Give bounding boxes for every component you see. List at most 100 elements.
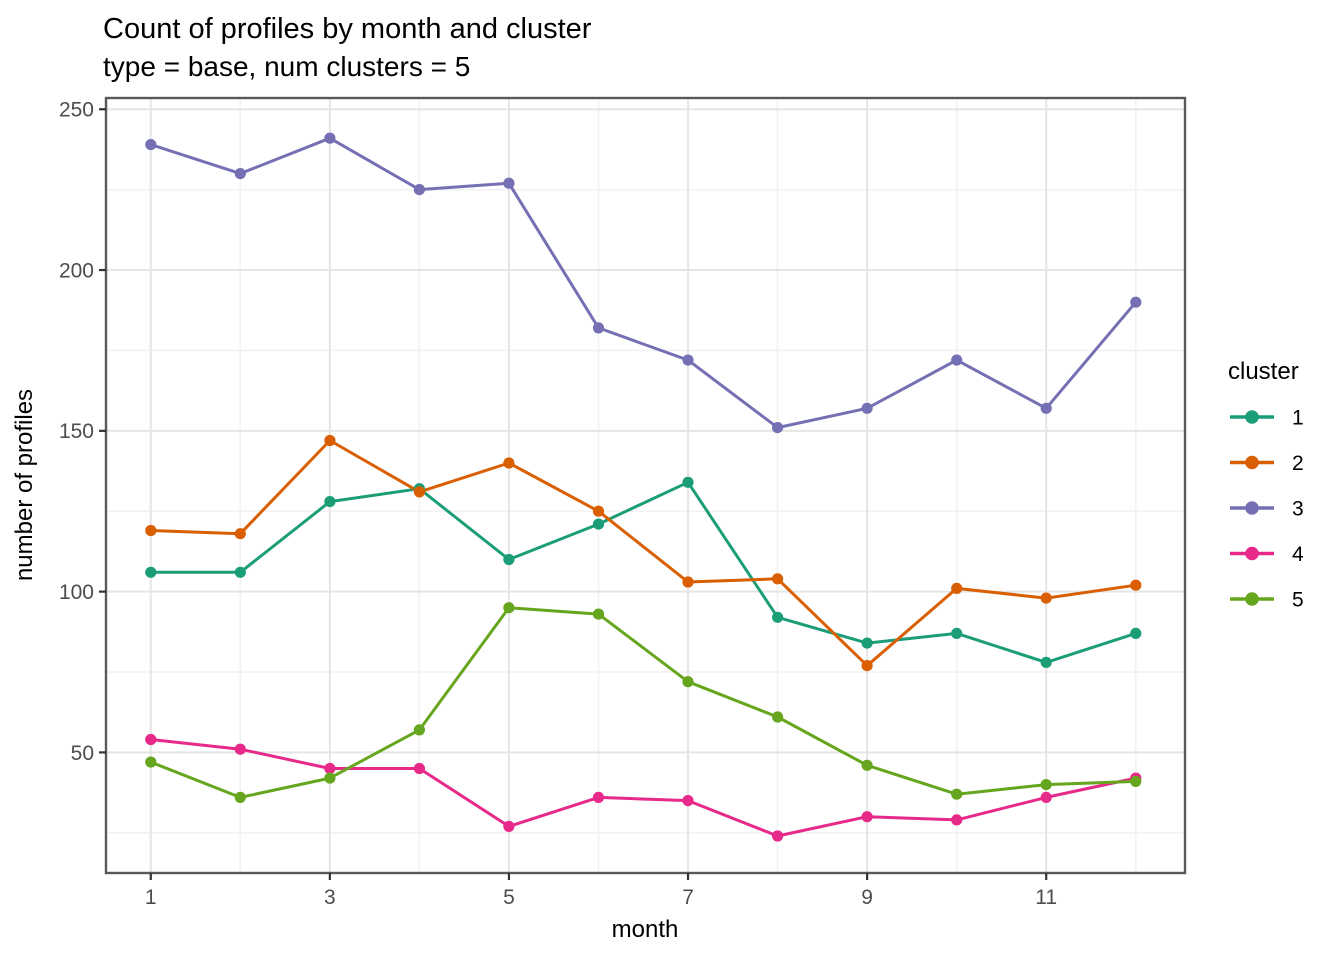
series-point-cluster-2-month-10 — [951, 582, 963, 595]
x-tick-label: 11 — [1035, 886, 1057, 909]
series-point-cluster-4-month-9 — [861, 811, 873, 823]
legend: cluster 1 2 3 4 5 — [1228, 358, 1304, 611]
series-point-cluster-5-month-7 — [682, 676, 694, 688]
series-line-cluster-1 — [150, 480, 1137, 664]
series-point-cluster-2-month-7 — [682, 576, 694, 588]
series-point-cluster-1-month-2 — [234, 566, 246, 578]
series-point-cluster-3-month-2 — [234, 168, 246, 180]
series-point-cluster-5-month-8 — [772, 711, 784, 723]
y-tick-label: 50 — [71, 742, 94, 765]
series-point-cluster-4-month-11 — [1040, 791, 1052, 804]
series-point-cluster-3-month-10 — [951, 354, 963, 366]
series-layer — [145, 132, 1142, 842]
series-point-cluster-3-month-9 — [861, 402, 873, 414]
series-point-cluster-4-month-7 — [682, 795, 694, 807]
series-point-cluster-3-month-11 — [1040, 402, 1052, 414]
y-tick-label: 150 — [59, 420, 94, 443]
series-point-cluster-2-month-1 — [145, 524, 157, 537]
series-point-cluster-5-month-12 — [1130, 775, 1142, 788]
legend-item-label: 5 — [1292, 588, 1304, 611]
gridlines — [106, 98, 1185, 873]
series-point-cluster-5-month-2 — [234, 791, 246, 804]
series-point-cluster-2-month-5 — [503, 457, 515, 469]
series-point-cluster-4-month-1 — [145, 733, 157, 746]
series-point-cluster-5-month-10 — [951, 788, 963, 800]
series-point-cluster-2-month-12 — [1130, 579, 1142, 591]
series-point-cluster-3-month-3 — [324, 132, 336, 144]
series-point-cluster-2-month-11 — [1040, 592, 1052, 604]
series-line-cluster-2 — [150, 439, 1137, 668]
series-point-cluster-2-month-4 — [413, 486, 425, 498]
series-point-cluster-2-month-9 — [861, 660, 873, 672]
series-point-cluster-4-month-2 — [234, 743, 246, 755]
series-point-cluster-5-month-5 — [503, 602, 515, 614]
axis-tick-labels: 1 3 5 7 9 11 50 100 150 200 250 — [59, 99, 1057, 909]
legend-item-label: 4 — [1292, 543, 1304, 566]
series-point-cluster-4-month-10 — [951, 814, 963, 826]
legend-key-point — [1245, 410, 1259, 424]
series-point-cluster-1-month-3 — [324, 496, 336, 508]
series-point-cluster-1-month-12 — [1130, 627, 1142, 640]
x-tick-label: 7 — [682, 886, 694, 909]
series-point-cluster-5-month-9 — [861, 759, 873, 771]
series-point-cluster-5-month-4 — [413, 724, 425, 736]
x-tick-label: 3 — [324, 886, 336, 909]
series-point-cluster-4-month-8 — [772, 830, 784, 842]
series-point-cluster-1-month-7 — [682, 476, 694, 488]
x-axis-title: month — [612, 916, 679, 943]
series-point-cluster-4-month-4 — [413, 762, 425, 775]
y-axis-title: number of profiles — [11, 389, 38, 581]
legend-key-point — [1245, 592, 1259, 606]
axis-ticks — [99, 108, 1048, 880]
series-line-cluster-4 — [150, 738, 1137, 838]
series-point-cluster-5-month-1 — [145, 756, 157, 768]
y-tick-label: 100 — [59, 581, 94, 604]
chart-subtitle: type = base, num clusters = 5 — [103, 51, 470, 82]
series-point-cluster-5-month-6 — [592, 608, 605, 620]
series-point-cluster-1-month-8 — [772, 611, 784, 623]
series-point-cluster-2-month-2 — [234, 528, 246, 540]
legend-item-cluster-3: 3 — [1230, 497, 1304, 520]
chart-title: Count of profiles by month and cluster — [103, 13, 592, 45]
series-point-cluster-1-month-9 — [861, 637, 873, 649]
x-tick-label: 5 — [503, 886, 515, 909]
series-point-cluster-2-month-8 — [772, 573, 784, 585]
legend-item-label: 1 — [1292, 406, 1304, 429]
legend-item-label: 3 — [1292, 497, 1304, 520]
series-point-cluster-4-month-3 — [324, 762, 336, 775]
series-point-cluster-2-month-3 — [324, 434, 336, 447]
series-point-cluster-3-month-7 — [682, 354, 694, 366]
series-point-cluster-3-month-12 — [1130, 296, 1142, 308]
panel-border — [104, 96, 1187, 875]
series-point-cluster-1-month-10 — [951, 627, 963, 640]
series-line-cluster-5 — [150, 606, 1136, 799]
legend-title: cluster — [1228, 358, 1299, 385]
series-point-cluster-1-month-6 — [592, 518, 605, 530]
legend-item-cluster-1: 1 — [1230, 406, 1304, 429]
legend-item-label: 2 — [1292, 452, 1304, 475]
series-point-cluster-3-month-4 — [413, 184, 425, 196]
series-point-cluster-1-month-1 — [145, 566, 157, 578]
legend-item-cluster-2: 2 — [1230, 452, 1304, 475]
x-tick-label: 1 — [145, 886, 157, 909]
y-tick-label: 200 — [59, 259, 94, 282]
series-point-cluster-1-month-5 — [503, 553, 515, 566]
series-point-cluster-5-month-11 — [1040, 779, 1052, 791]
series-point-cluster-2-month-6 — [592, 505, 605, 517]
legend-key-point — [1245, 501, 1259, 515]
legend-items: 1 2 3 4 5 — [1230, 406, 1304, 611]
legend-item-cluster-4: 4 — [1230, 543, 1304, 566]
series-point-cluster-5-month-3 — [324, 772, 336, 784]
series-point-cluster-4-month-5 — [503, 820, 515, 833]
y-tick-label: 250 — [59, 99, 94, 122]
x-tick-label: 9 — [861, 886, 873, 909]
series-point-cluster-3-month-6 — [592, 322, 605, 334]
series-line-cluster-3 — [150, 136, 1137, 430]
legend-key-point — [1245, 455, 1259, 470]
series-point-cluster-1-month-11 — [1040, 656, 1052, 669]
series-point-cluster-3-month-8 — [772, 422, 784, 434]
series-point-cluster-4-month-6 — [592, 791, 605, 804]
series-point-cluster-3-month-5 — [503, 177, 515, 189]
